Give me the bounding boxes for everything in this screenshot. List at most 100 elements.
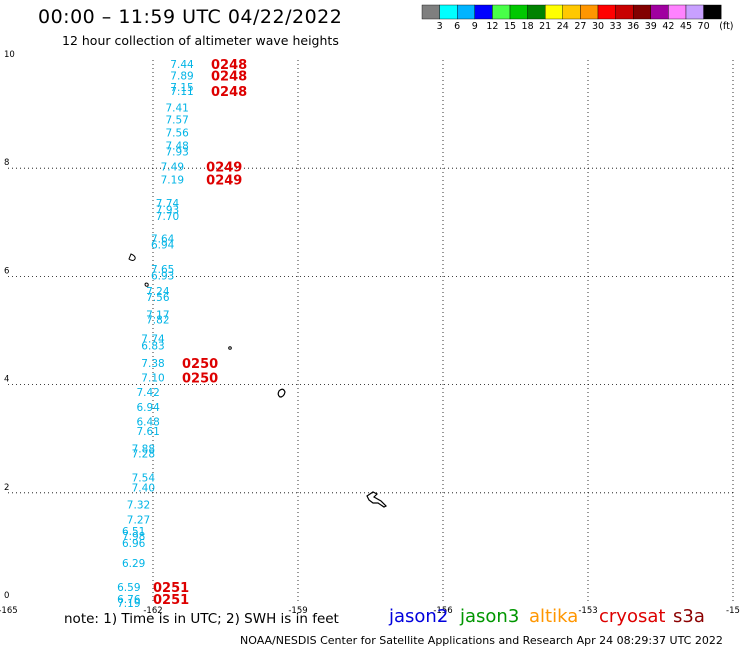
pass-time-label: 0248	[211, 58, 247, 73]
wave-height-label: 7.65	[151, 264, 174, 276]
colorbar-label: 3	[437, 21, 443, 32]
colorbar-swatch	[597, 4, 616, 20]
wave-height-label: 6.96	[122, 538, 146, 550]
wave-height-label: 7.56	[165, 127, 189, 139]
wave-height-label: 7.38	[141, 358, 164, 370]
colorbar-swatch	[527, 4, 546, 20]
wave-height-label: 6.29	[122, 558, 145, 570]
colorbar-label: 15	[504, 21, 516, 32]
wave-height-label: 7.41	[165, 103, 188, 115]
colorbar-legend: 3 6 9 12 15 18 21 24 27 30 33 36 39 42 45 70 (ft)	[421, 4, 734, 32]
island-outline-4	[277, 388, 286, 398]
wave-height-labels: 7.447.897.157.117.417.577.567.487.937.49…	[117, 59, 194, 610]
wave-height-label: 7.57	[165, 115, 188, 127]
wave-height-label: 6.51	[122, 526, 145, 538]
colorbar-label: 30	[592, 21, 604, 32]
colorbar-label: 70	[698, 21, 710, 32]
colorbar-swatch	[668, 4, 687, 20]
pass-time-label: 0251	[153, 593, 189, 608]
wave-height-label: 7.49	[161, 162, 184, 174]
colorbar-label: 6	[454, 21, 460, 32]
wave-height-label: 6.94	[151, 239, 175, 251]
wave-height-label: 7.19	[117, 598, 140, 610]
colorbar-swatch	[685, 4, 704, 20]
colorbar-swatch	[650, 4, 669, 20]
wave-height-label: 7.74	[141, 334, 165, 346]
wave-height-label: 7.64	[151, 234, 175, 246]
colorbar-swatch	[474, 4, 493, 20]
sat-legend-s3a: s3a	[673, 606, 705, 627]
x-tick-label: -153	[578, 606, 597, 616]
colorbar-label: 36	[627, 21, 639, 32]
y-tick-label: 2	[4, 483, 9, 493]
pass-time-label: 0249	[206, 161, 242, 176]
colorbar-label: 33	[610, 21, 622, 32]
wave-height-label: 7.44	[170, 59, 194, 71]
island-outline-1	[128, 253, 136, 261]
colorbar-label: 24	[557, 21, 569, 32]
chart-grid: -165 -162 -159 -156 -153 -15 0 2 4 6 8 10	[0, 50, 740, 616]
colorbar-swatch	[509, 4, 528, 20]
colorbar-swatch	[421, 4, 440, 20]
colorbar-label: (ft)	[719, 21, 733, 32]
wave-height-label: 7.10	[141, 373, 164, 385]
wave-height-label: 7.28	[132, 448, 155, 460]
colorbar-label: 39	[645, 21, 657, 32]
wave-height-label: 7.70	[156, 211, 179, 223]
colorbar-swatch	[545, 4, 564, 20]
pass-time-label: 0250	[182, 357, 218, 372]
wave-height-label: 6.93	[151, 270, 174, 282]
chart-title: 00:00 – 11:59 UTC 04/22/2022	[38, 6, 343, 28]
colorbar-swatch	[703, 4, 722, 20]
wave-height-label: 7.56	[146, 292, 170, 304]
pass-time-label: 0250	[182, 372, 218, 387]
colorbar-label: 27	[574, 21, 586, 32]
wave-height-label: 6.83	[141, 341, 164, 353]
island-outlines	[128, 253, 388, 508]
colorbar-label: 12	[486, 21, 498, 32]
x-tick-label: -165	[0, 606, 18, 616]
colorbar-swatch	[615, 4, 634, 20]
wave-height-label: 7.74	[156, 198, 180, 210]
colorbar-swatch	[439, 4, 458, 20]
colorbar-label: 42	[662, 21, 674, 32]
chart-subtitle: 12 hour collection of altimeter wave hei…	[62, 33, 339, 48]
colorbar-swatch	[492, 4, 511, 20]
wave-height-label: 7.27	[127, 514, 150, 526]
x-tick-label: -156	[433, 606, 452, 616]
wave-height-label: 7.89	[170, 71, 193, 83]
x-tick-label: -159	[288, 606, 307, 616]
y-tick-label: 0	[4, 591, 9, 601]
colorbar-swatch	[580, 4, 599, 20]
sat-legend-jason3: jason3	[460, 606, 520, 627]
island-outline-3	[228, 346, 232, 350]
colorbar-swatch	[562, 4, 581, 20]
sat-legend-cryosat: cryosat	[599, 606, 666, 627]
colorbar-label: 21	[539, 21, 551, 32]
y-tick-label: 6	[4, 266, 9, 276]
island-outline-5	[366, 491, 388, 508]
pass-time-label: 0249	[206, 174, 242, 189]
x-tick-label: -162	[143, 606, 162, 616]
wave-height-label: 7.93	[165, 146, 188, 158]
wave-height-label: 7.40	[132, 482, 155, 494]
wave-height-label: 7.48	[165, 140, 188, 152]
x-tick-label: -15	[726, 606, 740, 616]
colorbar-label: 45	[680, 21, 692, 32]
colorbar-swatch	[457, 4, 476, 20]
wave-height-label: 7.19	[161, 175, 184, 187]
wave-height-label: 7.61	[136, 426, 159, 438]
pass-time-label: 0251	[153, 581, 189, 596]
wave-height-label: 6.94	[136, 402, 160, 414]
wave-height-label: 7.24	[146, 286, 170, 298]
wave-height-label: 7.98	[122, 531, 145, 543]
wave-height-label: 7.54	[132, 473, 156, 485]
pass-time-label: 0248	[211, 85, 247, 100]
wave-height-label: 7.11	[170, 86, 193, 98]
colorbar-label: 9	[472, 21, 478, 32]
colorbar-swatch	[633, 4, 652, 20]
wave-height-label: 7.88	[132, 443, 155, 455]
footer-note: note: 1) Time is in UTC; 2) SWH is in fe…	[64, 611, 339, 627]
